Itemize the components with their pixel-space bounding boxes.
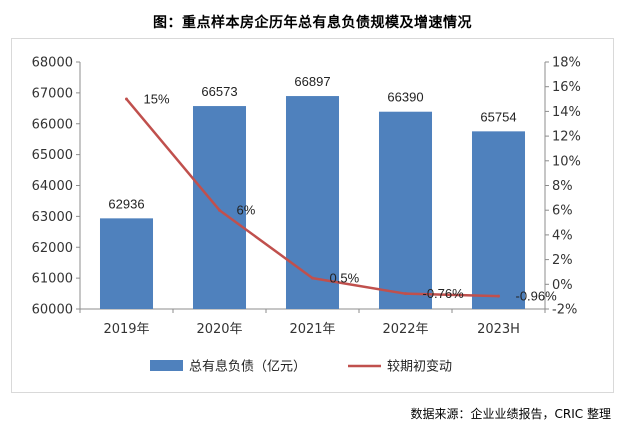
right-tick-label: 12% bbox=[552, 130, 581, 145]
bar-value-label: 62936 bbox=[108, 196, 144, 211]
bar-value-label: 66573 bbox=[201, 84, 237, 99]
x-tick-label: 2020年 bbox=[196, 322, 242, 337]
left-tick-label: 64000 bbox=[32, 179, 73, 194]
left-tick-label: 61000 bbox=[32, 272, 73, 287]
x-tick-label: 2022年 bbox=[382, 322, 428, 337]
right-tick-label: 14% bbox=[552, 105, 581, 120]
right-tick-label: 10% bbox=[552, 154, 581, 169]
bar bbox=[378, 111, 433, 310]
bar-value-label: 65754 bbox=[480, 109, 516, 124]
bar bbox=[192, 106, 247, 309]
bar-value-label: 66897 bbox=[294, 74, 330, 89]
bar-value-label: 66390 bbox=[387, 90, 423, 105]
line-series bbox=[125, 97, 500, 298]
right-tick-label: 2% bbox=[552, 253, 573, 268]
left-tick-label: 60000 bbox=[32, 303, 73, 318]
left-tick-label: 68000 bbox=[32, 56, 73, 71]
right-tick-label: 18% bbox=[552, 56, 581, 71]
line-point bbox=[497, 294, 500, 298]
bar bbox=[99, 218, 154, 309]
right-tick-label: 6% bbox=[552, 204, 573, 219]
line-point bbox=[404, 292, 407, 296]
line-point bbox=[125, 97, 128, 101]
left-tick-label: 65000 bbox=[32, 148, 73, 163]
left-tick-label: 67000 bbox=[32, 86, 73, 101]
right-tick-label: 0% bbox=[552, 278, 573, 293]
right-tick-label: 4% bbox=[552, 228, 573, 243]
left-tick-label: 66000 bbox=[32, 117, 73, 132]
legend-line-label: 较期初变动 bbox=[387, 359, 452, 375]
chart-frame bbox=[11, 38, 614, 393]
x-tick-label: 2019年 bbox=[103, 322, 149, 337]
line-value-label: -0.96% bbox=[516, 289, 558, 304]
line-value-label: 15% bbox=[144, 92, 170, 107]
chart-axes: 60000 61000 62000 63000 64000 65000 66000 67000… bbox=[32, 56, 581, 338]
bar bbox=[285, 96, 340, 310]
line-value-label: -0.76% bbox=[423, 286, 465, 301]
right-tick-label: 16% bbox=[552, 80, 581, 95]
bar bbox=[471, 131, 526, 309]
left-tick-label: 63000 bbox=[32, 210, 73, 225]
x-tick-label: 2023H bbox=[477, 322, 520, 337]
legend-bar-swatch bbox=[150, 360, 183, 371]
left-tick-label: 62000 bbox=[32, 241, 73, 256]
right-tick-label: 8% bbox=[552, 179, 573, 194]
bar-series bbox=[99, 96, 526, 310]
x-tick-label: 2021年 bbox=[289, 322, 335, 337]
right-tick-label: -2% bbox=[552, 303, 577, 318]
data-labels: 62936 66573 66897 66390 65754 15% 6% 0.5% -0.76%… bbox=[108, 74, 557, 304]
line-value-label: 6% bbox=[237, 203, 256, 218]
chart-title: 图：重点样本房企历年总有息负债规模及增速情况 bbox=[153, 15, 472, 31]
legend: 总有息负债（亿元） 较期初变动 bbox=[150, 359, 452, 375]
line-value-label: 0.5% bbox=[330, 271, 360, 286]
legend-bar-label: 总有息负债（亿元） bbox=[189, 359, 306, 375]
source-note: 数据来源：企业业绩报告，CRIC 整理 bbox=[410, 407, 611, 421]
line-point bbox=[218, 208, 221, 212]
line-point bbox=[311, 276, 314, 280]
